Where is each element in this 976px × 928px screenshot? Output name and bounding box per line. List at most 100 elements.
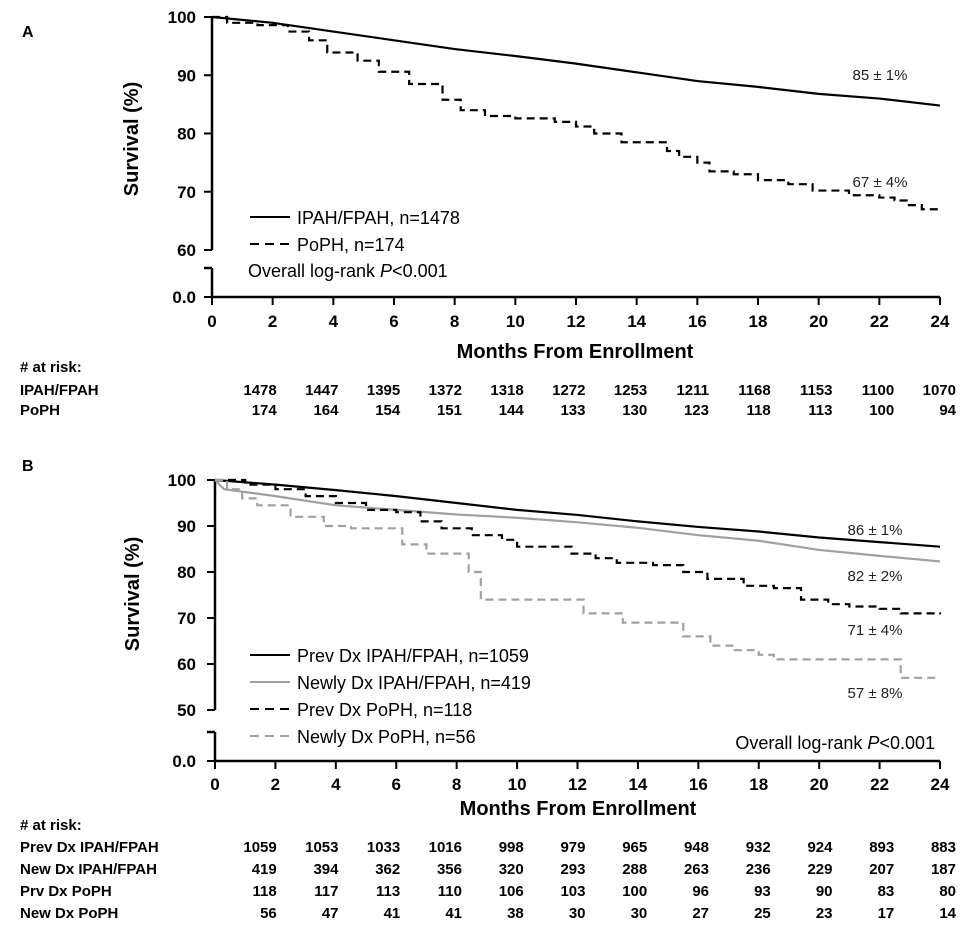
y-tick-label: 80 <box>177 563 196 582</box>
panel-b-x-axis-label: Months From Enrollment <box>460 798 697 820</box>
risk-value: 93 <box>754 883 771 900</box>
x-tick-label: 10 <box>506 312 525 331</box>
y-tick-label: 80 <box>177 125 196 144</box>
risk-value: 100 <box>622 883 647 900</box>
x-tick-label: 16 <box>688 312 707 331</box>
risk-value: 288 <box>622 861 647 878</box>
x-tick-label: 2 <box>271 775 280 794</box>
series-line-ipah-fpah <box>211 15 941 107</box>
risk-value: 932 <box>746 839 771 856</box>
risk-value: 113 <box>376 883 400 900</box>
risk-value: 130 <box>622 402 647 419</box>
risk-value: 41 <box>384 905 401 922</box>
x-tick-label: 2 <box>268 312 277 331</box>
risk-value: 41 <box>445 905 462 922</box>
panel-b-y-axis-label: Survival (%) <box>122 537 144 651</box>
risk-value: 1016 <box>429 839 462 856</box>
y-tick-label: 50 <box>177 701 196 720</box>
risk-value: 320 <box>499 861 524 878</box>
risk-value: 293 <box>560 861 585 878</box>
risk-value: 207 <box>869 861 894 878</box>
x-tick-label: 10 <box>508 775 527 794</box>
risk-value: 123 <box>684 402 709 419</box>
risk-value: 948 <box>684 839 709 856</box>
series-line-newly-dx-poph <box>215 478 940 679</box>
risk-value: 133 <box>560 402 585 419</box>
series-end-label: 57 ± 8% <box>848 685 903 702</box>
risk-value: 1070 <box>923 382 956 399</box>
x-tick-label: 18 <box>749 775 768 794</box>
risk-value: 1033 <box>367 839 400 856</box>
risk-value: 1395 <box>367 382 400 399</box>
x-tick-label: 22 <box>870 775 889 794</box>
risk-value: 113 <box>808 402 832 419</box>
y-tick-label: 100 <box>168 8 196 27</box>
risk-value: 1318 <box>490 382 523 399</box>
panel-b-logrank: Overall log-rank P<0.001 <box>735 733 935 753</box>
x-tick-label: 6 <box>389 312 398 331</box>
legend-label-poph: PoPH, n=174 <box>297 235 405 255</box>
x-tick-label: 24 <box>931 312 950 331</box>
series-end-label: 82 ± 2% <box>848 568 903 585</box>
risk-value: 14 <box>939 905 956 922</box>
x-tick-label: 0 <box>210 775 219 794</box>
series-line-prev-dx-ipah-fpah <box>214 478 941 548</box>
x-tick-label: 0 <box>207 312 216 331</box>
y-tick-label: 60 <box>177 241 196 260</box>
risk-value: 96 <box>692 883 709 900</box>
x-tick-label: 8 <box>450 312 459 331</box>
panel-a-letter: A <box>22 24 34 41</box>
risk-value: 118 <box>747 402 771 419</box>
series-end-label: 86 ± 1% <box>848 522 903 539</box>
panel-a-risk-header: # at risk: <box>20 359 82 376</box>
risk-value: 1153 <box>800 382 833 399</box>
risk-value: 419 <box>252 861 277 878</box>
risk-value: 38 <box>507 905 524 922</box>
y-tick-label: 70 <box>177 183 196 202</box>
risk-value: 164 <box>313 402 339 419</box>
risk-value: 117 <box>314 883 338 900</box>
risk-row-label: Prev Dx IPAH/FPAH <box>20 839 159 856</box>
risk-value: 23 <box>816 905 833 922</box>
risk-value: 17 <box>878 905 895 922</box>
x-tick-label: 18 <box>749 312 768 331</box>
risk-row-label: New Dx PoPH <box>20 905 118 922</box>
risk-value: 893 <box>869 839 894 856</box>
panel-a-legend: IPAH/FPAH, n=1478 PoPH, n=174 <box>250 208 460 255</box>
x-tick-label: 14 <box>627 312 646 331</box>
panel-a-y-axis-label: Survival (%) <box>121 82 143 196</box>
risk-value: 1372 <box>429 382 462 399</box>
y-tick-label: 90 <box>177 517 196 536</box>
y-tick-label: 90 <box>177 66 196 85</box>
risk-value: 187 <box>931 861 956 878</box>
risk-value: 356 <box>437 861 462 878</box>
risk-value: 103 <box>560 883 585 900</box>
risk-value: 83 <box>878 883 895 900</box>
risk-value: 1447 <box>305 382 338 399</box>
risk-value: 1253 <box>614 382 647 399</box>
risk-value: 362 <box>375 861 400 878</box>
x-tick-label: 4 <box>331 775 341 794</box>
series-end-label: 85 ± 1% <box>853 67 908 84</box>
y-tick-label-zero: 0.0 <box>172 288 196 307</box>
risk-value: 1053 <box>305 839 338 856</box>
x-tick-label: 24 <box>931 775 950 794</box>
x-tick-label: 16 <box>689 775 708 794</box>
panel-a-logrank: Overall log-rank P<0.001 <box>248 261 448 281</box>
risk-value: 1478 <box>243 382 276 399</box>
y-tick-label: 60 <box>177 655 196 674</box>
risk-value: 263 <box>684 861 709 878</box>
risk-value: 965 <box>622 839 647 856</box>
x-tick-label: 20 <box>809 312 828 331</box>
risk-value: 144 <box>499 402 525 419</box>
y-tick-label: 70 <box>177 609 196 628</box>
y-tick-label: 100 <box>168 471 196 490</box>
risk-value: 1059 <box>243 839 276 856</box>
panel-b-risk-header: # at risk: <box>20 817 82 834</box>
risk-row-label: IPAH/FPAH <box>20 382 99 399</box>
series-line-poph <box>212 15 940 211</box>
y-tick-label-zero: 0.0 <box>172 752 196 771</box>
risk-value: 1100 <box>862 382 895 399</box>
risk-value: 30 <box>569 905 586 922</box>
